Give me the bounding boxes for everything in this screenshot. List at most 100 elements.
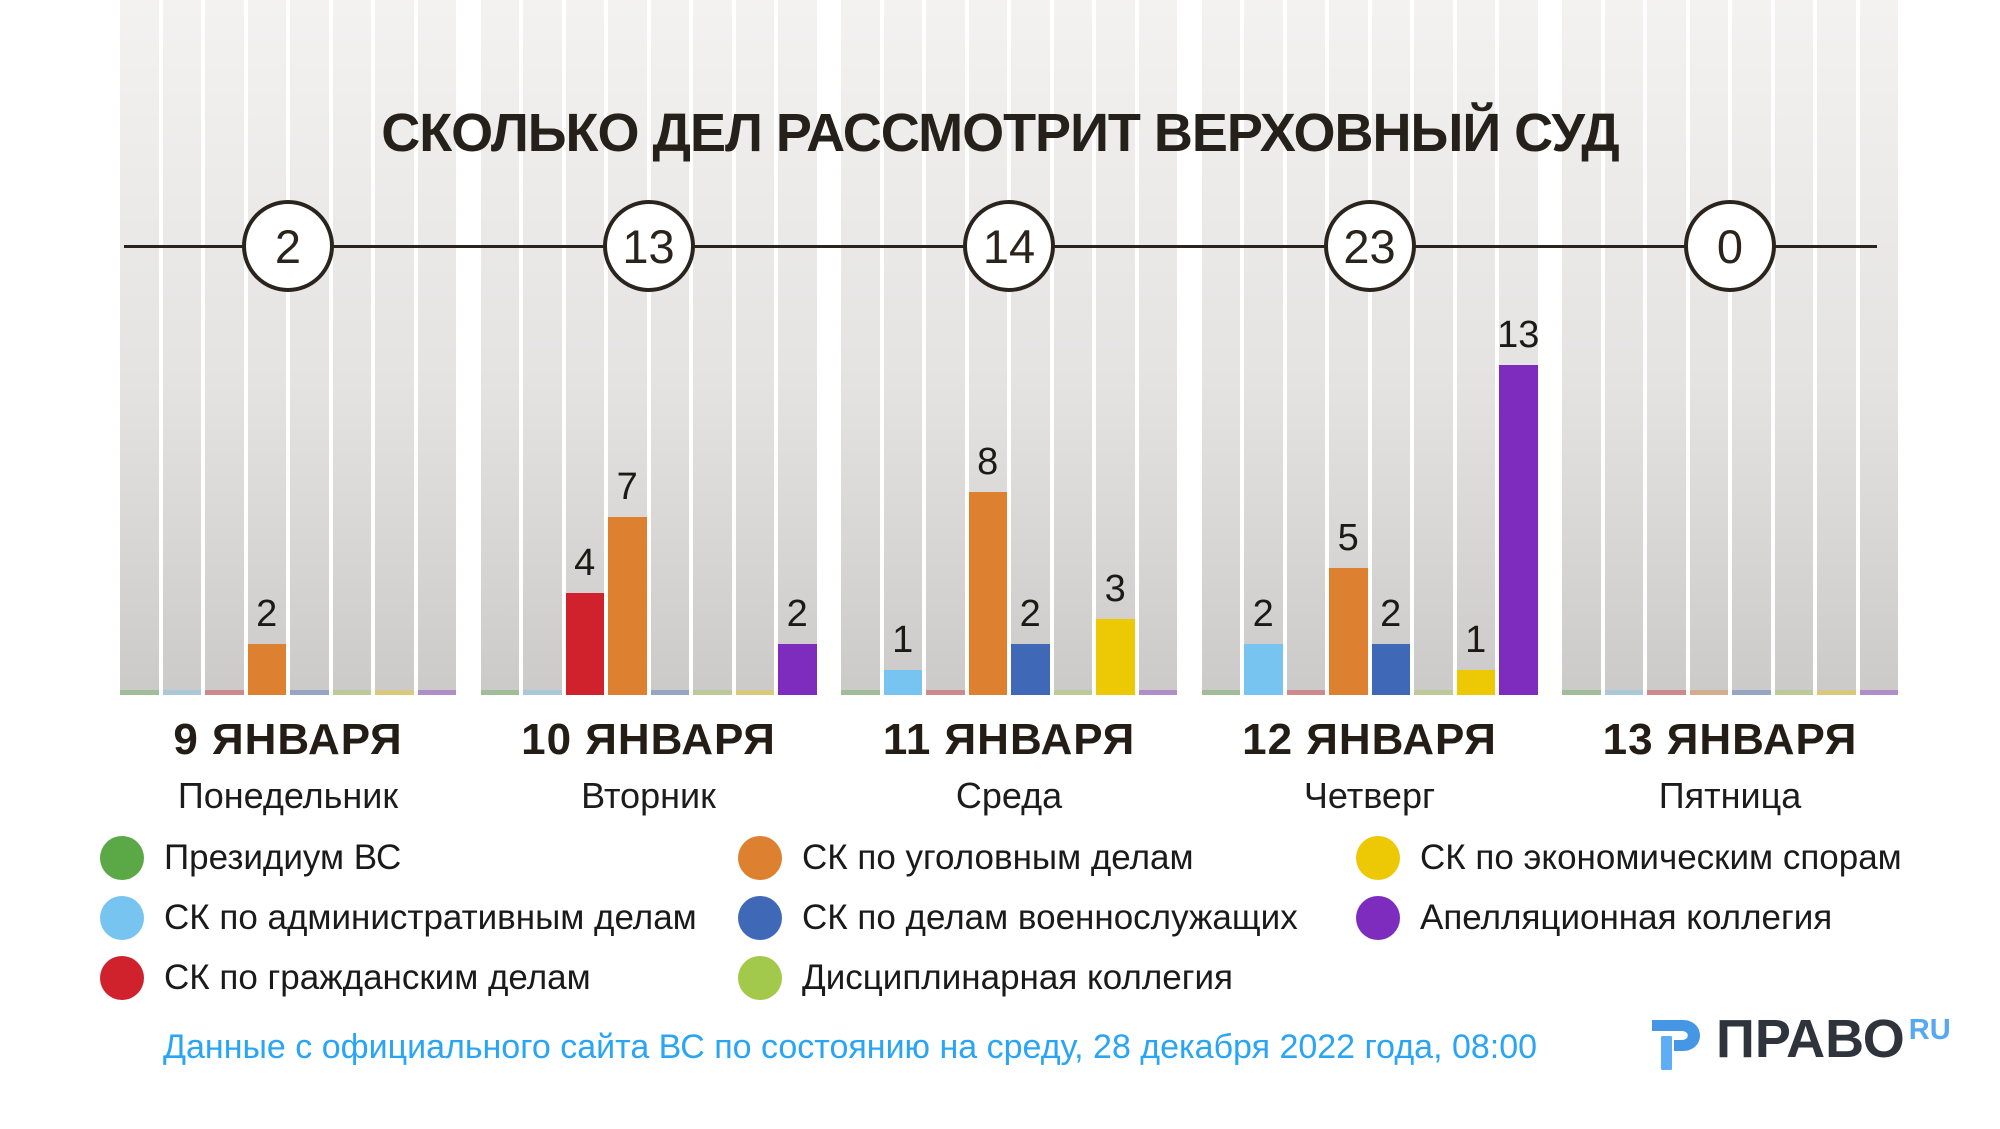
legend-label: СК по уголовным делам xyxy=(802,838,1194,877)
daily-total-circle: 13 xyxy=(602,200,695,292)
category-baseline-strip xyxy=(205,690,244,695)
legend-label: СК по экономическим спорам xyxy=(1420,838,1902,877)
category-column-economic xyxy=(375,0,414,695)
category-baseline-strip xyxy=(1201,690,1240,695)
category-baseline-strip xyxy=(1053,690,1092,695)
case-bar-military xyxy=(1011,644,1050,695)
legend-column: СК по экономическим спорам Апелляционная … xyxy=(1356,828,1902,948)
category-column-criminal: 2 xyxy=(247,0,286,695)
day-columns: 1 8 2 3 14 xyxy=(841,0,1177,695)
legend-label: Президиум ВС xyxy=(164,838,402,877)
case-bar-admin xyxy=(1244,644,1283,695)
category-column-disciplinary xyxy=(1774,0,1813,695)
category-column-economic xyxy=(735,0,774,695)
logo-word: ПРАВО xyxy=(1716,1009,1905,1069)
legend-item-appeal: Апелляционная коллегия xyxy=(1356,888,1902,948)
category-column-civil: 4 xyxy=(565,0,604,695)
category-baseline-strip xyxy=(417,690,456,695)
day-group: 1 8 2 3 14 11 ЯНВАРЯ Среда xyxy=(841,0,1177,817)
bar-value-label: 1 xyxy=(892,619,914,661)
category-column-admin xyxy=(523,0,562,695)
pravo-ru-logo[interactable]: ПРАВО RU xyxy=(1652,1008,1951,1072)
legend-swatch-disciplinary xyxy=(738,956,782,1000)
case-bar-civil xyxy=(565,593,604,695)
date-label: 10 ЯНВАРЯ xyxy=(521,715,776,764)
category-baseline-strip xyxy=(1138,690,1177,695)
category-column-military xyxy=(650,0,689,695)
category-column-military xyxy=(290,0,329,695)
legend-swatch-civil xyxy=(100,956,144,1000)
day-columns: 2 5 2 1 13 23 xyxy=(1201,0,1539,695)
category-column-criminal xyxy=(1689,0,1728,695)
case-bar-economic xyxy=(1456,670,1495,695)
day-columns: 4 7 2 13 xyxy=(480,0,817,695)
category-column-presidium xyxy=(841,0,880,695)
legend-swatch-presidium xyxy=(100,836,144,880)
category-column-military xyxy=(1732,0,1771,695)
legend-item-presidium: Президиум ВС xyxy=(100,828,697,888)
legend-item-economic: СК по экономическим спорам xyxy=(1356,828,1902,888)
case-bar-appeal xyxy=(778,644,817,695)
day-group: 0 13 ЯНВАРЯ Пятница xyxy=(1562,0,1898,817)
category-baseline-strip xyxy=(162,690,201,695)
category-column-admin: 1 xyxy=(883,0,922,695)
legend-swatch-military xyxy=(738,896,782,940)
bar-value-label: 13 xyxy=(1497,314,1540,356)
legend-swatch-admin xyxy=(100,896,144,940)
category-column-criminal: 8 xyxy=(968,0,1007,695)
legend-item-admin: СК по административным делам xyxy=(100,888,697,948)
legend-label: СК по административным делам xyxy=(164,898,697,937)
category-column-appeal xyxy=(1138,0,1177,695)
date-label: 12 ЯНВАРЯ xyxy=(1242,715,1497,764)
category-baseline-strip xyxy=(735,690,774,695)
category-baseline-strip xyxy=(1562,690,1601,695)
legend-item-criminal: СК по уголовным делам xyxy=(738,828,1298,888)
pravo-logo-icon xyxy=(1652,1020,1700,1070)
category-column-economic: 1 xyxy=(1456,0,1495,695)
category-baseline-strip xyxy=(1732,690,1771,695)
page-title: СКОЛЬКО ДЕЛ РАССМОТРИТ ВЕРХОВНЫЙ СУД xyxy=(381,103,1620,163)
category-column-military: 2 xyxy=(1011,0,1050,695)
weekday-label: Пятница xyxy=(1658,775,1802,816)
case-bar-admin xyxy=(883,670,922,695)
legend-column: Президиум ВС СК по административным делам… xyxy=(100,828,697,1008)
legend-item-military: СК по делам военнослужащих xyxy=(738,888,1298,948)
category-baseline-strip xyxy=(1774,690,1813,695)
legend-label: Апелляционная коллегия xyxy=(1420,898,1833,937)
category-column-civil xyxy=(926,0,965,695)
bar-value-label: 2 xyxy=(786,593,808,635)
weekday-label: Четверг xyxy=(1303,775,1436,816)
date-label: 13 ЯНВАРЯ xyxy=(1602,715,1858,764)
category-column-military: 2 xyxy=(1371,0,1410,695)
legend-label: СК по гражданским делам xyxy=(164,958,591,997)
case-bar-criminal xyxy=(968,492,1007,695)
category-column-presidium xyxy=(1562,0,1601,695)
category-baseline-strip xyxy=(1604,690,1643,695)
bar-value-label: 5 xyxy=(1337,517,1359,559)
daily-total-circle: 2 xyxy=(242,200,334,292)
weekday-label: Среда xyxy=(955,775,1063,816)
bar-value-label: 2 xyxy=(1380,593,1402,635)
category-baseline-strip xyxy=(480,690,519,695)
weekday-label: Вторник xyxy=(581,775,716,816)
category-column-admin xyxy=(1604,0,1643,695)
category-baseline-strip xyxy=(1859,690,1898,695)
legend-item-disciplinary: Дисциплинарная коллегия xyxy=(738,948,1298,1008)
daily-total-circle: 23 xyxy=(1323,200,1416,292)
category-column-criminal: 5 xyxy=(1329,0,1368,695)
category-column-civil xyxy=(205,0,244,695)
category-baseline-strip xyxy=(332,690,371,695)
category-column-appeal xyxy=(417,0,456,695)
category-baseline-strip xyxy=(841,690,880,695)
category-column-disciplinary xyxy=(332,0,371,695)
category-column-presidium xyxy=(120,0,159,695)
case-bar-military xyxy=(1371,644,1410,695)
bar-value-label: 2 xyxy=(1019,593,1041,635)
case-bar-economic xyxy=(1096,619,1135,695)
category-baseline-strip xyxy=(650,690,689,695)
category-column-admin xyxy=(162,0,201,695)
category-column-economic xyxy=(1817,0,1856,695)
date-label: 9 ЯНВАРЯ xyxy=(173,715,403,764)
source-note: Данные с официального сайта ВС по состоя… xyxy=(163,1028,1538,1066)
